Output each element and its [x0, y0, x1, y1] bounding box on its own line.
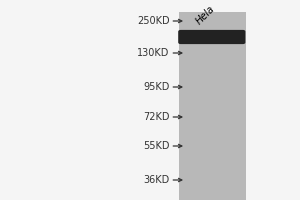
Text: 55KD: 55KD [143, 141, 170, 151]
FancyBboxPatch shape [178, 30, 245, 44]
Text: 72KD: 72KD [143, 112, 170, 122]
Text: 95KD: 95KD [143, 82, 170, 92]
Text: 250KD: 250KD [137, 16, 170, 26]
Bar [178, 12, 246, 200]
Text: Hela: Hela [194, 4, 217, 27]
Text: 36KD: 36KD [143, 175, 170, 185]
Text: 130KD: 130KD [137, 48, 169, 58]
